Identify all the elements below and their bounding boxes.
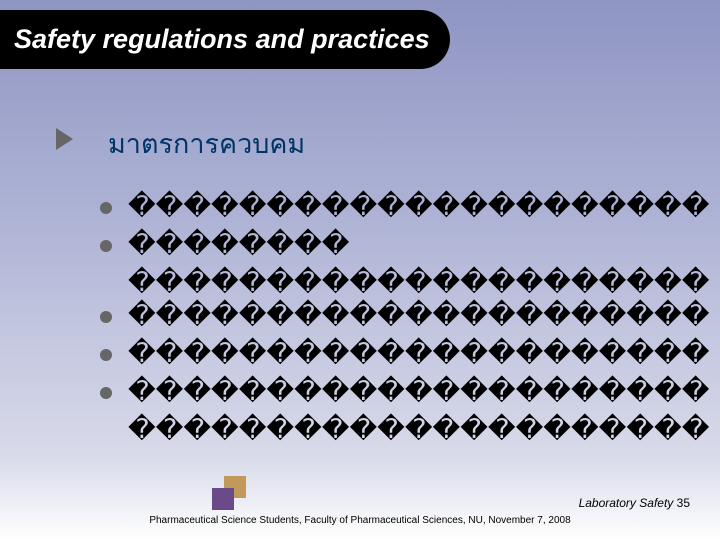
slide-title-pill: Safety regulations and practices [0, 10, 450, 69]
bullet-list: ������������������������ �������� ������… [100, 190, 710, 446]
disc-bullet-icon [100, 240, 112, 252]
slide: Safety regulations and practices มาตรการ… [0, 0, 720, 540]
bullet-continuation: ������������������������ ���� [128, 413, 710, 447]
decorative-squares-icon [210, 474, 258, 510]
disc-bullet-icon [100, 202, 112, 214]
list-item: ������������������������ [100, 337, 710, 371]
disc-bullet-icon [100, 349, 112, 361]
disc-bullet-icon [100, 311, 112, 323]
bullet-text: �������� [128, 228, 710, 262]
bullet-text: ������������������������ [128, 190, 710, 224]
list-item: ������������������������ [100, 190, 710, 224]
deco-square-2 [212, 488, 234, 510]
arrow-bullet-icon [56, 128, 73, 150]
bullet-text: ������������������������ [128, 337, 710, 371]
bullet-text: ������������������������ [128, 375, 710, 409]
bullet-text: ������������������������ [128, 299, 710, 333]
list-item: ������������������������ [100, 375, 710, 409]
section-heading: มาตรการควบคม [108, 122, 305, 165]
slide-title: Safety regulations and practices [14, 24, 430, 54]
footer-right-label: Laboratory Safety [579, 496, 674, 510]
disc-bullet-icon [100, 387, 112, 399]
footer-right: Laboratory Safety 35 [579, 496, 690, 510]
footer-subtitle: Pharmaceutical Science Students, Faculty… [0, 515, 720, 526]
list-item: ������������������������ [100, 299, 710, 333]
bullet-continuation: ������������������������ [128, 266, 710, 300]
page-number: 35 [677, 496, 690, 510]
list-item: �������� [100, 228, 710, 262]
